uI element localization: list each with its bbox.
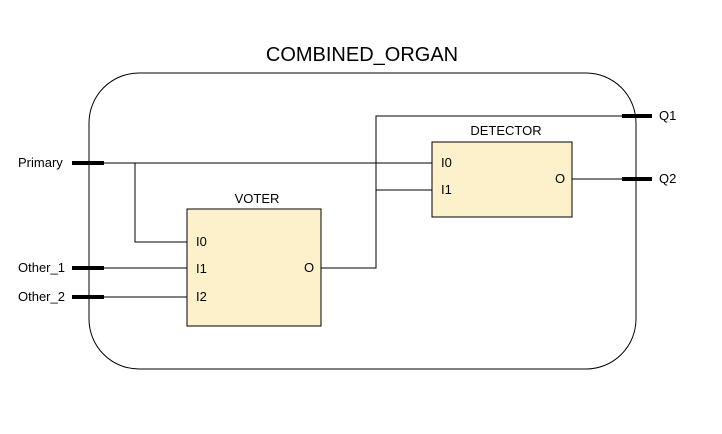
- voter-box: [186, 208, 322, 327]
- voter-block: VOTER I0 I1 I2 O: [186, 191, 322, 327]
- input-ports: Primary Other_1 Other_2: [18, 155, 104, 304]
- detector-box: [431, 141, 573, 218]
- voter-input-i2: I2: [196, 289, 207, 304]
- port-label-q1: Q1: [659, 108, 676, 123]
- output-ports: Q1 Q2: [622, 108, 676, 186]
- port-label-other-1: Other_1: [18, 260, 65, 275]
- wire-voter-q1: [321, 115, 622, 269]
- voter-input-i1: I1: [196, 261, 207, 276]
- port-label-q2: Q2: [659, 171, 676, 186]
- detector-title: DETECTOR: [470, 123, 541, 138]
- detector-input-i1: I1: [441, 182, 452, 197]
- voter-input-i0: I0: [196, 234, 207, 249]
- voter-title: VOTER: [235, 191, 280, 206]
- port-label-primary: Primary: [18, 155, 63, 170]
- outer-frame: [88, 72, 637, 370]
- wires: [104, 115, 622, 298]
- voter-output-o: O: [304, 260, 314, 275]
- diagram-title: COMBINED_ORGAN: [266, 44, 458, 66]
- wire-primary-voter: [134, 163, 187, 243]
- port-label-other-2: Other_2: [18, 289, 65, 304]
- detector-block: DETECTOR I0 I1 O: [431, 123, 573, 218]
- detector-output-o: O: [555, 171, 565, 186]
- detector-input-i0: I0: [441, 155, 452, 170]
